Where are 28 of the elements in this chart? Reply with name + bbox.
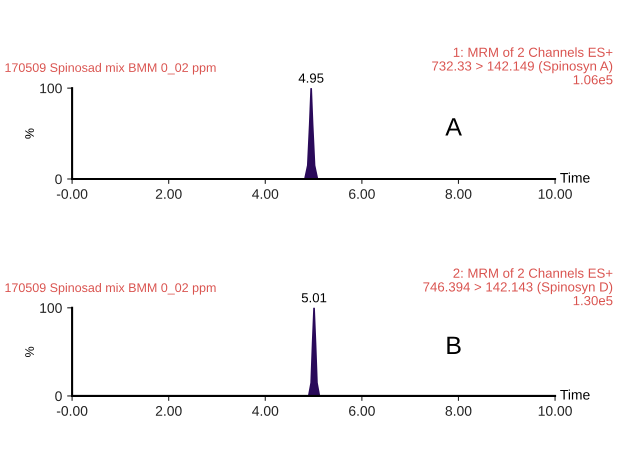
x-tick-label: 6.00 <box>349 189 375 199</box>
x-tick-label: 8.00 <box>446 189 472 199</box>
x-tick-label: 2.00 <box>156 406 182 416</box>
x-axis-title: Time <box>560 389 590 400</box>
x-tick-label: 10.00 <box>538 189 572 199</box>
x-tick-label: 4.00 <box>252 189 278 199</box>
annotation: A <box>445 118 462 136</box>
y-tick-label: 0 <box>55 391 62 402</box>
y-axis-title: % <box>25 346 34 357</box>
y-tick-label: 0 <box>55 174 62 184</box>
x-tick-label: 4.00 <box>252 406 278 416</box>
chart-title: 170509 Spinosad mix BMM 0_02 ppm <box>5 62 216 75</box>
y-tick-label: 100 <box>40 303 62 313</box>
annotation: 4.95 <box>298 73 324 83</box>
x-tick-label: -0.00 <box>56 406 88 416</box>
x-axis-title: Time <box>560 172 590 183</box>
y-tick-label: 100 <box>40 83 62 94</box>
x-tick-label: -0.00 <box>56 189 88 199</box>
annotation: 5.01 <box>302 293 326 302</box>
x-tick-label: 10.00 <box>538 406 572 416</box>
chart-title: 170509 Spinosad mix BMM 0_02 ppm <box>5 282 216 295</box>
x-tick-label: 2.00 <box>156 189 182 199</box>
annotation: B <box>447 336 461 354</box>
text: 1: MRM of 2 Channels ES+ 732.33 > 142.149 (Spinosyn A) 1.06e5 <box>432 47 612 84</box>
y-axis-title: % <box>25 128 34 139</box>
text: 2: MRM of 2 Channels ES+ 746.394 > 142.143 (Spinosyn D) 1.30e5 <box>423 268 612 306</box>
x-tick-label: 6.00 <box>349 406 375 416</box>
x-tick-label: 8.00 <box>446 406 472 416</box>
